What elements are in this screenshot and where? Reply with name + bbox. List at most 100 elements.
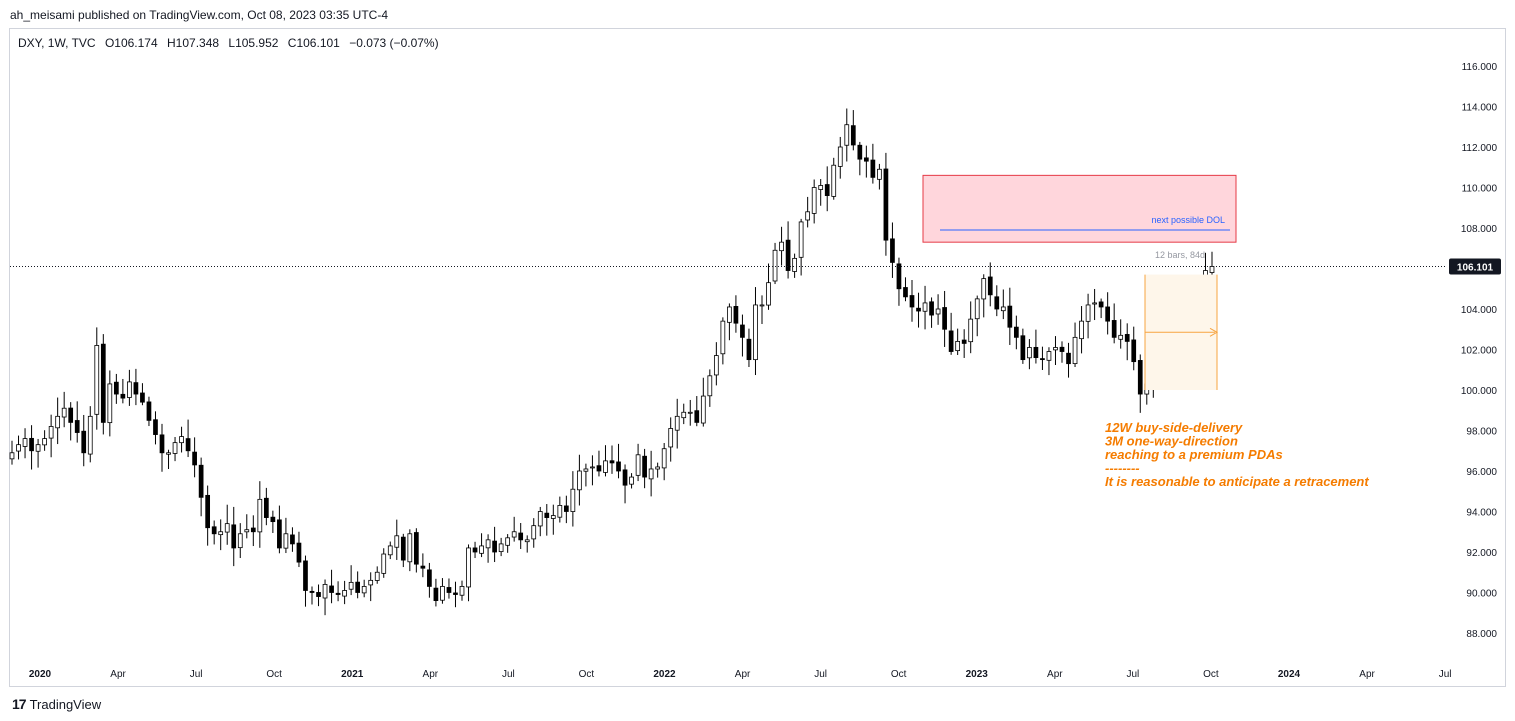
candle xyxy=(309,590,315,593)
candle xyxy=(355,581,361,593)
legend-open: O106.174 xyxy=(104,36,158,50)
y-tick-label: 116.000 xyxy=(1462,62,1498,73)
x-tick-label: Jul xyxy=(190,669,203,680)
candle xyxy=(413,532,419,565)
candle xyxy=(1098,301,1104,308)
candle xyxy=(485,539,491,549)
candle xyxy=(759,304,765,307)
candle xyxy=(713,355,719,376)
candle xyxy=(140,392,145,403)
candle xyxy=(48,426,54,439)
candle xyxy=(733,306,739,324)
candle xyxy=(1209,266,1215,273)
tradingview-logo-icon: 17 xyxy=(12,696,27,712)
candle xyxy=(903,287,908,298)
candle xyxy=(446,587,452,593)
candle xyxy=(916,307,921,312)
candle xyxy=(87,415,93,455)
candle xyxy=(277,519,282,549)
candle xyxy=(420,565,426,569)
candle xyxy=(407,533,413,563)
candle xyxy=(537,511,543,527)
candle xyxy=(909,295,915,308)
tradingview-logo-text: TradingView xyxy=(29,696,102,712)
candle xyxy=(974,298,980,320)
candle xyxy=(185,438,191,452)
candle xyxy=(316,592,321,597)
candle xyxy=(22,438,28,447)
candle xyxy=(1007,305,1013,328)
candle xyxy=(1046,351,1052,361)
candle xyxy=(29,437,34,452)
candle xyxy=(779,241,784,252)
range-box-arrow-head xyxy=(1209,327,1219,337)
candle xyxy=(753,304,758,361)
y-tick-label: 104.000 xyxy=(1461,305,1498,316)
candle xyxy=(896,263,902,290)
candle xyxy=(609,460,615,464)
candle xyxy=(642,455,647,478)
legend-high: H107.348 xyxy=(167,36,220,50)
candle xyxy=(870,159,876,178)
candle xyxy=(453,592,458,595)
candle xyxy=(1118,334,1124,340)
legend-low: L105.952 xyxy=(228,36,279,50)
candle xyxy=(818,185,824,190)
x-tick-label: Jul xyxy=(1439,669,1452,680)
candle xyxy=(740,324,745,338)
candle xyxy=(1105,306,1111,322)
candle xyxy=(655,466,661,470)
candle xyxy=(994,296,1000,310)
candle xyxy=(498,543,504,553)
candle xyxy=(42,438,47,446)
x-tick-label: Oct xyxy=(579,669,595,680)
tradingview-logo[interactable]: 17 TradingView xyxy=(12,696,101,712)
candle xyxy=(674,415,680,431)
publisher-caption: ah_meisami published on TradingView.com,… xyxy=(10,8,388,22)
candle xyxy=(94,345,100,415)
candle xyxy=(387,545,393,556)
x-tick-label: Apr xyxy=(1047,669,1063,680)
x-tick-label: 2024 xyxy=(1278,669,1301,680)
candle xyxy=(805,211,811,221)
candle xyxy=(1020,335,1026,361)
legend-symbol[interactable]: DXY, 1W, TVC xyxy=(18,36,96,50)
candle xyxy=(146,401,152,421)
x-tick-label: Apr xyxy=(110,669,126,680)
candle xyxy=(811,187,817,214)
x-tick-label: 2023 xyxy=(966,669,989,680)
candle xyxy=(244,529,250,533)
legend-close: C106.101 xyxy=(287,36,340,50)
candle xyxy=(35,444,41,452)
candle xyxy=(1111,320,1117,338)
candle xyxy=(518,532,524,541)
candle xyxy=(720,320,726,355)
candle xyxy=(348,581,354,590)
candle xyxy=(68,407,74,423)
candle xyxy=(727,306,732,323)
last-price-label: 106.101 xyxy=(1457,262,1494,273)
y-tick-label: 112.000 xyxy=(1462,143,1498,154)
x-tick-label: Jul xyxy=(814,669,827,680)
candle xyxy=(237,533,243,549)
x-tick-label: 2022 xyxy=(653,669,676,680)
candle xyxy=(877,168,882,180)
x-tick-label: Oct xyxy=(1203,669,1219,680)
candle xyxy=(635,454,641,476)
candle xyxy=(563,505,569,512)
candle xyxy=(968,318,974,343)
candle xyxy=(550,515,556,519)
candle xyxy=(1000,306,1006,312)
candle xyxy=(648,468,654,480)
y-tick-label: 88.000 xyxy=(1466,629,1497,640)
candle xyxy=(544,512,550,518)
candle xyxy=(224,523,230,533)
candle xyxy=(16,444,21,452)
candle xyxy=(700,395,706,424)
candle xyxy=(296,542,302,563)
candle xyxy=(746,338,752,361)
candle xyxy=(1053,347,1058,351)
candle xyxy=(9,452,15,460)
candle xyxy=(616,461,621,472)
